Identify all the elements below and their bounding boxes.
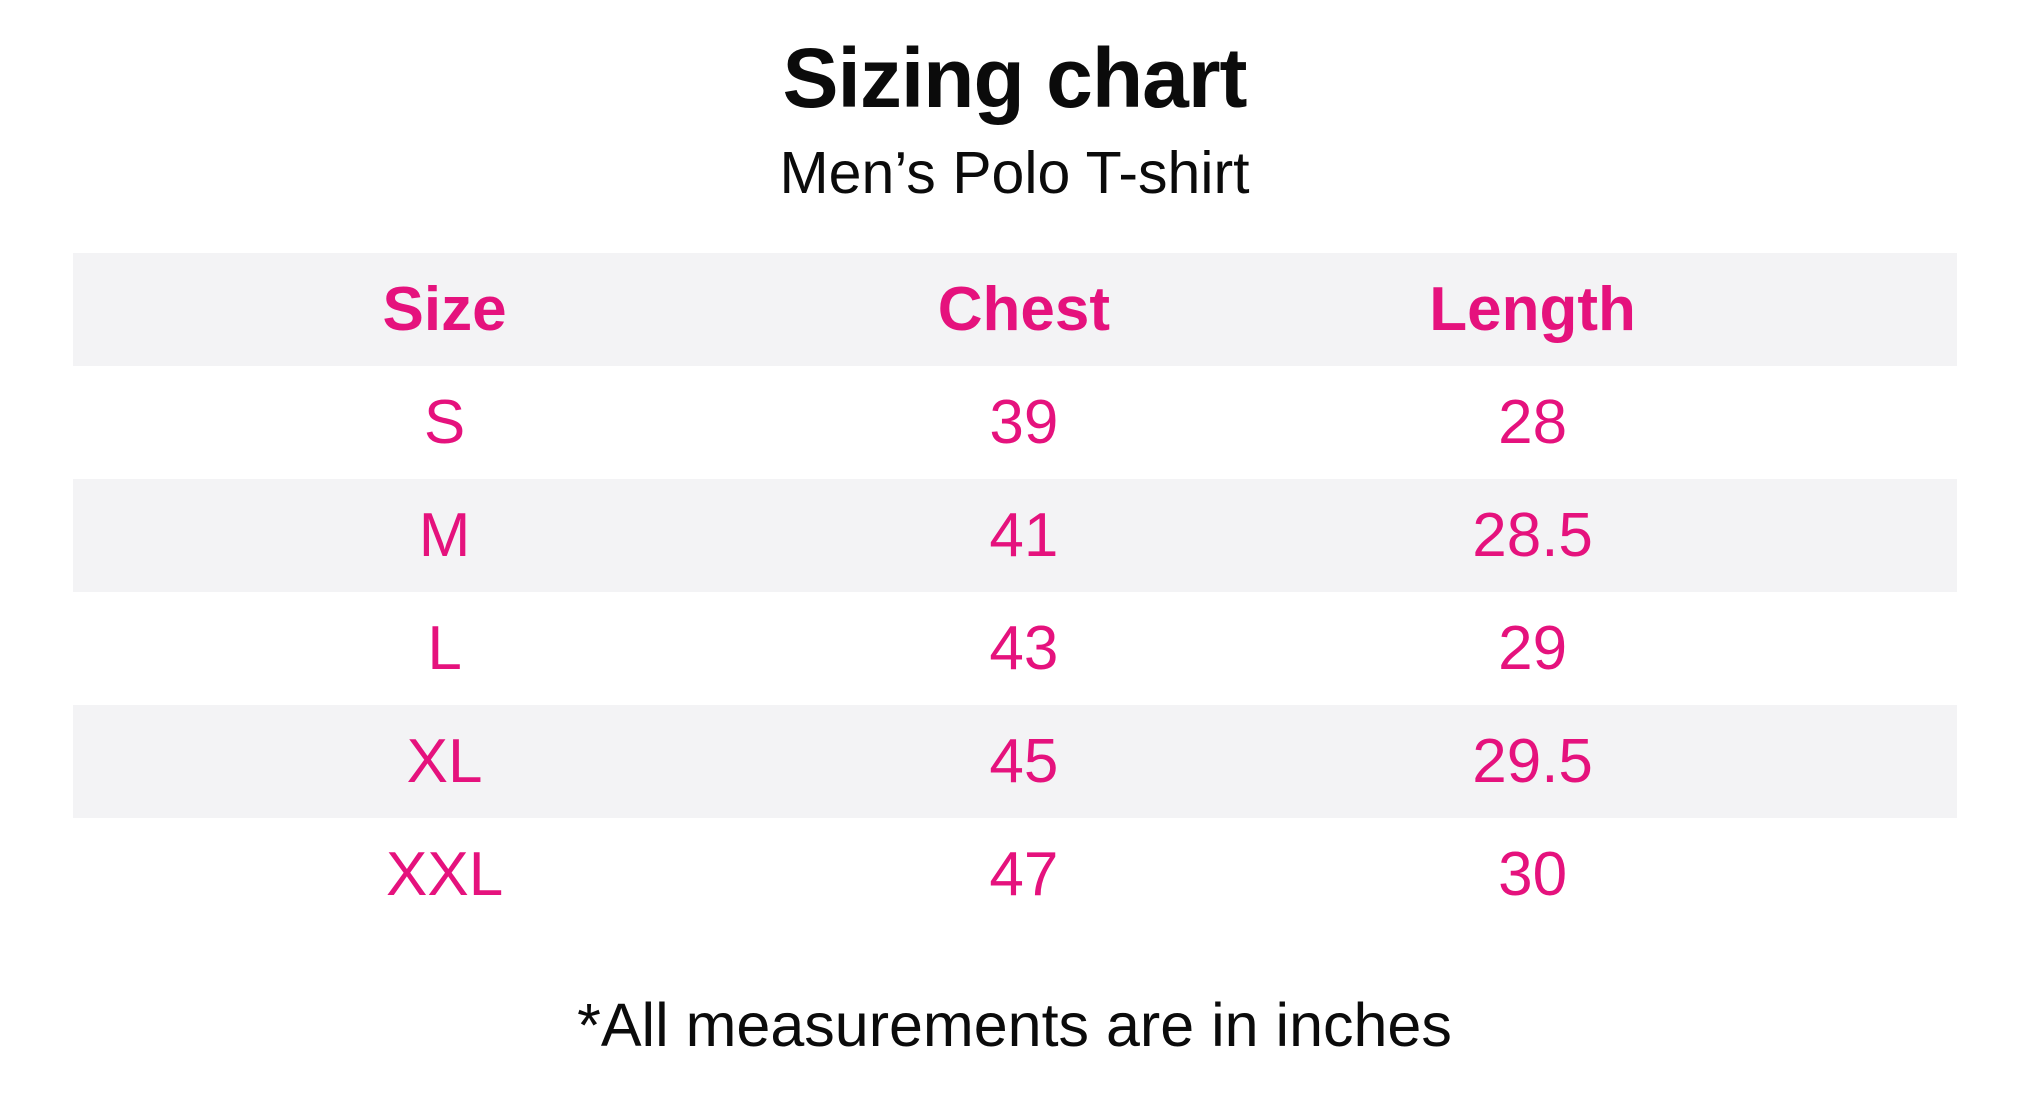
size-cell: S — [72, 366, 817, 479]
length-cell: 28 — [1231, 366, 1835, 479]
column-header-size: Size — [72, 253, 817, 366]
length-cell: 30 — [1231, 818, 1835, 931]
size-cell: XXL — [72, 818, 817, 931]
spacer-cell — [1834, 705, 1957, 818]
table-row: XL 45 29.5 — [72, 705, 1957, 818]
page-title: Sizing chart — [782, 31, 1247, 125]
size-cell: XL — [72, 705, 817, 818]
page-subtitle: Men’s Polo T-shirt — [779, 140, 1250, 206]
size-cell: L — [72, 592, 817, 705]
length-cell: 29 — [1231, 592, 1835, 705]
spacer-cell — [1834, 592, 1957, 705]
column-header-chest: Chest — [816, 253, 1232, 366]
table-row: XXL 47 30 — [72, 818, 1957, 931]
measurements-footnote: *All measurements are in inches — [577, 991, 1452, 1059]
column-header-length: Length — [1231, 253, 1835, 366]
chest-cell: 41 — [816, 479, 1232, 592]
spacer-column — [1834, 253, 1957, 366]
table-row: L 43 29 — [72, 592, 1957, 705]
chest-cell: 39 — [816, 366, 1232, 479]
chest-cell: 45 — [816, 705, 1232, 818]
spacer-cell — [1834, 366, 1957, 479]
sizing-table: Size Chest Length S 39 28 M 41 28.5 L 43 — [72, 253, 1957, 931]
chest-cell: 43 — [816, 592, 1232, 705]
length-cell: 28.5 — [1231, 479, 1835, 592]
table-row: M 41 28.5 — [72, 479, 1957, 592]
table-header-row: Size Chest Length — [72, 253, 1957, 366]
spacer-cell — [1834, 818, 1957, 931]
length-cell: 29.5 — [1231, 705, 1835, 818]
chest-cell: 47 — [816, 818, 1232, 931]
table-row: S 39 28 — [72, 366, 1957, 479]
spacer-cell — [1834, 479, 1957, 592]
size-cell: M — [72, 479, 817, 592]
